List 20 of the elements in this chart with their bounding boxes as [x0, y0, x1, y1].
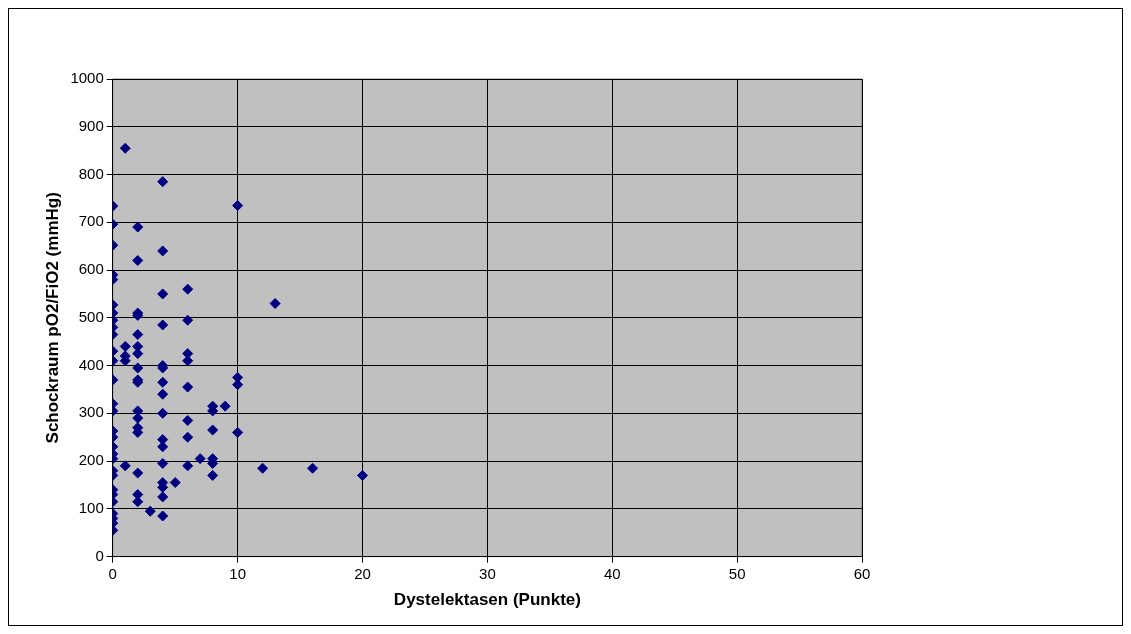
y-tick-label: 1000: [70, 69, 104, 87]
y-axis-title: Schockraum pO2/FiO2 (mmHg): [42, 192, 62, 444]
y-tick-label: 500: [78, 307, 104, 325]
y-tick-label: 100: [78, 498, 104, 516]
x-tick-label: 60: [853, 564, 871, 582]
y-tick-label: 700: [78, 212, 104, 230]
x-tick-label: 30: [479, 564, 496, 582]
x-tick-label: 20: [354, 564, 371, 582]
y-tick-label: 0: [95, 546, 104, 564]
y-tick-label: 600: [78, 260, 104, 278]
y-tick-label: 300: [78, 403, 104, 421]
y-tick-label: 800: [78, 164, 104, 182]
x-tick-label: 10: [229, 564, 246, 582]
x-tick-label: 50: [728, 564, 746, 582]
y-tick-label: 400: [78, 355, 104, 373]
x-tick-label: 0: [108, 564, 117, 582]
y-tick-label: 200: [78, 451, 104, 469]
x-tick-label: 40: [603, 564, 621, 582]
x-axis-title: Dystelektasen (Punkte): [393, 590, 581, 610]
y-tick-label: 900: [78, 116, 104, 134]
